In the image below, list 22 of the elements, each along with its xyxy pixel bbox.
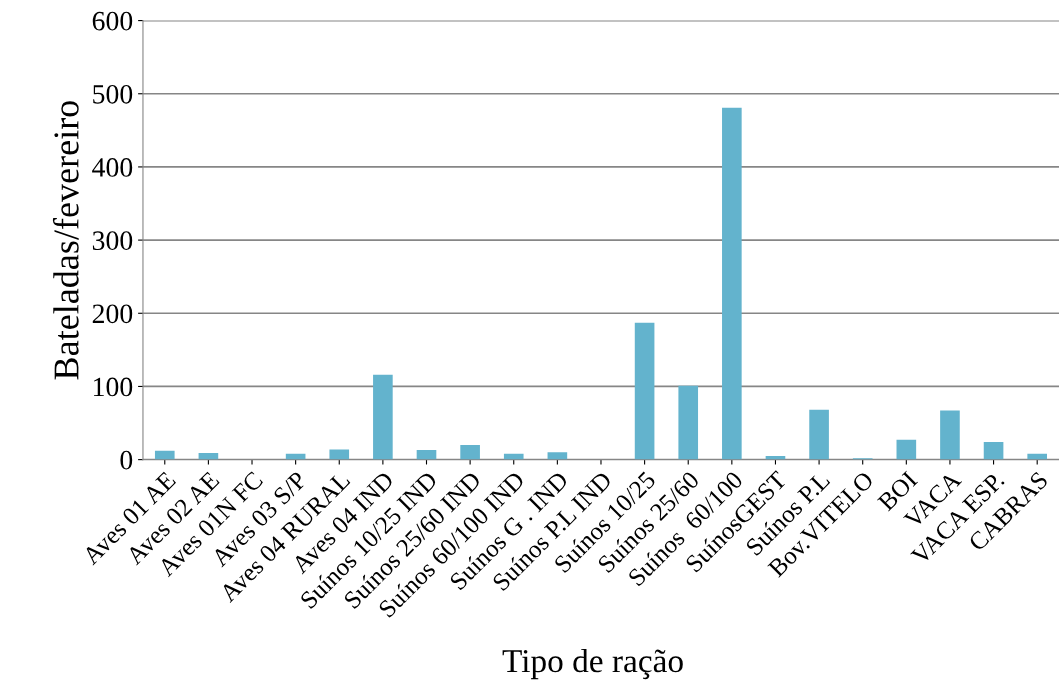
bar [940, 410, 960, 460]
y-tick-label: 100 [94, 377, 133, 397]
y-tick-label: 300 [92, 231, 133, 251]
bar [983, 442, 1004, 460]
bar [416, 450, 437, 460]
y-tick-label: 600 [92, 11, 133, 31]
bar [329, 449, 350, 460]
y-axis-title: Bateladas/fevereiro [52, 101, 79, 380]
x-axis-title: Tipo de ração [502, 648, 683, 680]
y-tick-label: 200 [92, 304, 133, 324]
bar [460, 444, 480, 460]
bar [809, 409, 829, 460]
y-tick-label: 400 [92, 158, 133, 177]
bar [678, 385, 699, 460]
bar [634, 322, 655, 460]
bar [154, 450, 175, 460]
bar [547, 452, 568, 460]
bar [373, 374, 393, 460]
bar [722, 107, 742, 460]
bar [896, 439, 917, 460]
y-tick-label: 0 [120, 450, 133, 470]
y-tick-label: 500 [93, 84, 133, 104]
